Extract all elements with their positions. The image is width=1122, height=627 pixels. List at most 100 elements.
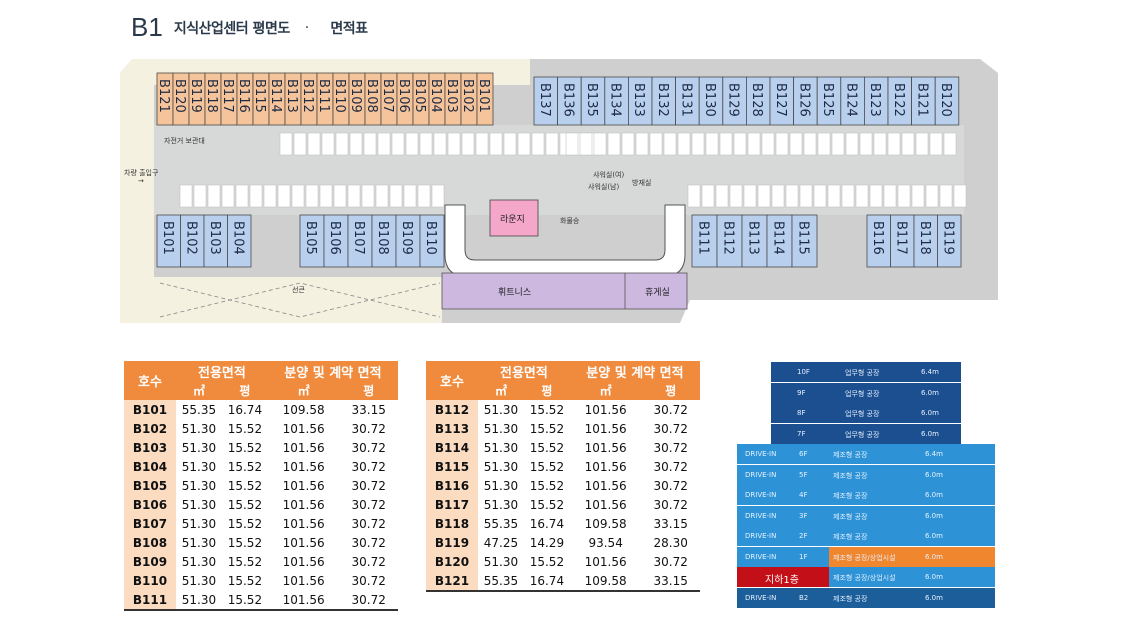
parking-stall — [221, 184, 235, 208]
floor-use: 제조형 공장 — [833, 492, 868, 500]
parking-stall — [747, 132, 761, 156]
parking-stall — [817, 132, 831, 156]
floor-number: 1F — [799, 552, 808, 561]
unit-label: B124 — [844, 83, 859, 117]
area-cell: 101.56 — [282, 478, 325, 493]
sunken-label: 선큰 — [292, 285, 305, 294]
area-cell: 51.30 — [483, 421, 519, 436]
floor-drive-in: DRIVE-IN — [745, 532, 777, 540]
parking-stall — [475, 132, 489, 156]
area-cell: 101.56 — [267, 590, 340, 611]
unit-label: B108 — [375, 221, 390, 255]
area-cell: 30.72 — [339, 590, 398, 611]
area-cell: 55.35 — [181, 402, 217, 417]
area-cell: 15.52 — [529, 459, 565, 474]
area-cell: 109.58 — [569, 571, 642, 592]
unit-label: B125 — [820, 83, 835, 117]
parking-stall — [417, 184, 431, 208]
unit-label: B104 — [428, 79, 443, 113]
parking-stall — [621, 132, 635, 156]
table-row: B108 51.30 15.52 101.56 30.72 — [124, 533, 398, 552]
parking-stall — [377, 132, 391, 156]
unit-b106 — [323, 214, 349, 268]
floor-number: 2F — [799, 532, 808, 540]
area-cell: 30.72 — [351, 573, 386, 588]
parking-stall — [831, 132, 845, 156]
unit-code-cell: B121 — [426, 571, 478, 592]
table-row: B116 51.30 15.52 101.56 30.72 — [426, 476, 700, 495]
area-cell: 15.52 — [529, 440, 565, 455]
floor-row: DRIVE-IN 3F 제조형 공장 6.0m — [737, 505, 995, 527]
unit-label: B115 — [252, 79, 267, 113]
parking-stall — [841, 184, 855, 208]
parking-stall — [307, 132, 321, 156]
table-row: B119 47.25 14.29 93.54 28.30 — [426, 533, 700, 552]
unit-label: B135 — [584, 83, 599, 117]
floor-row: DRIVE-IN 5F 제조형 공장 6.0m — [737, 464, 995, 486]
table-row: B112 51.30 15.52 101.56 30.72 — [426, 400, 700, 419]
unit-code-cell: B115 — [426, 457, 478, 476]
floor-height: 6.0m — [925, 511, 943, 520]
floor-number: 5F — [799, 470, 808, 479]
area-cell: 101.56 — [584, 440, 627, 455]
unit-label: B132 — [655, 83, 670, 117]
title-separator: · — [304, 19, 310, 36]
parking-stall — [743, 184, 757, 208]
unit-code-cell: B104 — [124, 457, 176, 476]
unit-label: B119 — [188, 79, 203, 113]
parking-stall — [799, 184, 813, 208]
area-cell: 101.56 — [282, 573, 325, 588]
parking-stall — [785, 184, 799, 208]
table-row: B107 51.30 15.52 101.56 30.72 — [124, 514, 398, 533]
floor-drive-in: DRIVE-IN — [745, 593, 777, 602]
fitness-room — [441, 272, 688, 310]
parking-stall — [293, 132, 307, 156]
unit-code-cell: B103 — [124, 438, 176, 457]
bottom-units: B101 B102 B103 B104 B105 B106 B107 B108 B109 B110… — [156, 214, 962, 268]
floor-use: 제조형 공장 — [833, 471, 868, 480]
floor-row: DRIVE-IN 6F 제조형 공장 6.4m — [737, 444, 995, 465]
area-cell: 15.52 — [529, 421, 565, 436]
unit-code-cell: B102 — [124, 419, 176, 438]
title-floor: B1 — [131, 12, 163, 42]
area-cell: 51.30 — [181, 478, 217, 493]
parking-stall — [321, 132, 335, 156]
parking-stall — [855, 184, 869, 208]
area-cell: 30.72 — [351, 478, 386, 493]
parking-stall — [729, 184, 743, 208]
floor-number: 10F — [797, 368, 810, 376]
parking-stall — [691, 132, 705, 156]
unit-label: B127 — [773, 83, 788, 117]
floor-height: 6.0m — [925, 532, 943, 540]
parking-stall — [789, 132, 803, 156]
floor-row: DRIVE-IN 4F 제조형 공장 6.0m — [737, 485, 995, 506]
unit-label: B114 — [771, 221, 786, 255]
area-cell: 15.52 — [227, 516, 263, 531]
parking-stall — [915, 132, 929, 156]
area-cell: 51.30 — [483, 478, 519, 493]
col-sale-area: 분양 및 계약 면적 — [267, 361, 398, 381]
floor-row: 지하1층 제조형 공장/상업시설 6.0m — [737, 567, 995, 588]
parking-stall — [305, 184, 319, 208]
unit-py: 평 — [339, 381, 398, 400]
floor-use: 업무형 공장 — [845, 369, 880, 377]
lounge-label: 라운지 — [500, 214, 525, 225]
area-cell: 51.30 — [181, 421, 217, 436]
unit-label: B116 — [236, 79, 251, 113]
floor-use: 업무형 공장 — [845, 389, 880, 398]
floor-drive-in: DRIVE-IN — [745, 511, 777, 520]
unit-label: B120 — [172, 79, 187, 113]
parking-stall — [939, 184, 953, 208]
floor-number: B2 — [799, 593, 809, 602]
unit-b111 — [691, 214, 718, 268]
floor-number: 9F — [797, 388, 806, 397]
area-cell: 109.58 — [584, 516, 627, 531]
area-cell: 101.56 — [282, 421, 325, 436]
top-blue-units: B137 B136 B135 B134 B133 B132 B131 B130 B129 B128… — [533, 76, 960, 126]
unit-code-cell: B118 — [426, 514, 478, 533]
parking-stall — [333, 184, 347, 208]
area-cell: 30.72 — [351, 497, 386, 512]
parking-stall — [179, 184, 193, 208]
page-title: B1 지식산업센터 평면도 · 면적표 — [131, 12, 368, 43]
parking-stall — [607, 132, 621, 156]
